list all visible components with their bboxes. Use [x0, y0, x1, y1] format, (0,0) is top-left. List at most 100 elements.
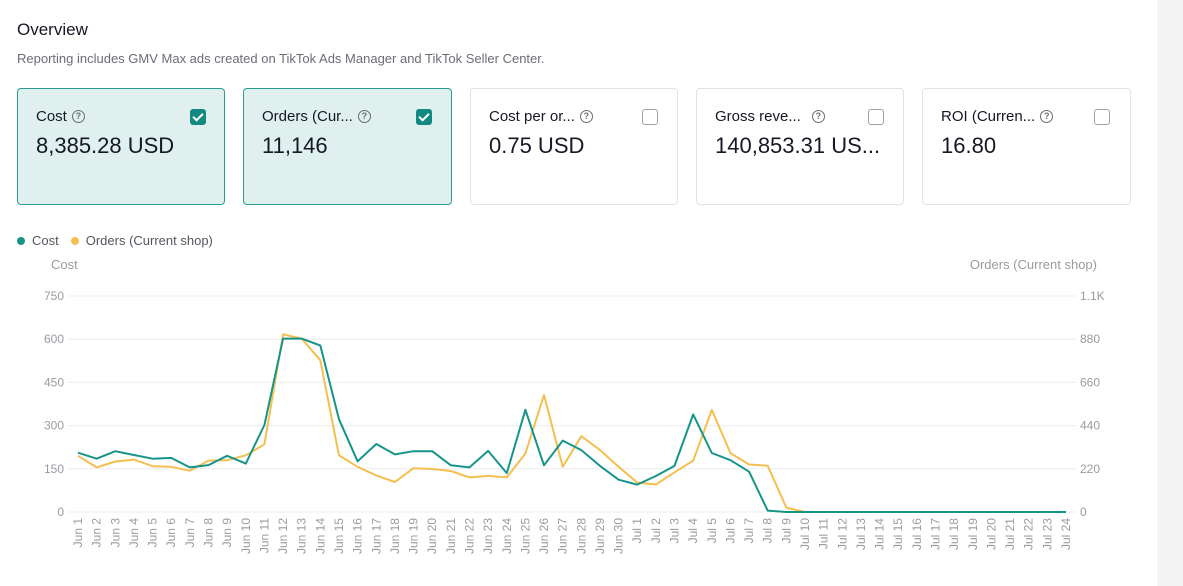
metric-value: 8,385.28 USD: [36, 133, 175, 158]
metric-card-roi[interactable]: ROI (Curren... ? 16.80: [922, 88, 1131, 205]
series-line-cost: [77, 337, 1066, 513]
metric-label: Cost per or...: [489, 108, 575, 125]
y-left-tick-label: 750: [44, 289, 64, 303]
x-tick-label: Jun 27: [556, 518, 570, 554]
x-tick-label: Jul 22: [1022, 518, 1036, 550]
y-right-tick-label: 440: [1080, 419, 1100, 433]
metric-value: 0.75 USD: [489, 133, 585, 158]
x-tick-label: Jun 24: [500, 518, 514, 554]
chart-legend: Cost Orders (Current shop): [17, 233, 225, 248]
y-left-tick-label: 0: [57, 505, 64, 519]
x-tick-label: Jun 22: [462, 518, 476, 554]
x-tick-label: Jul 16: [910, 518, 924, 550]
y-left-tick-label: 300: [44, 419, 64, 433]
metric-card-gross-revenue[interactable]: Gross reve... ? 140,853.31 US...: [696, 88, 904, 205]
metric-label-row: ROI (Curren... ?: [941, 108, 1054, 125]
metric-label: Gross reve...: [715, 108, 801, 125]
x-tick-label: Jun 2: [90, 518, 104, 548]
x-tick-label: Jul 23: [1040, 518, 1054, 550]
x-tick-label: Jun 23: [481, 518, 495, 554]
x-tick-label: Jun 16: [351, 518, 365, 554]
metric-checkbox[interactable]: [190, 109, 206, 125]
metric-checkbox[interactable]: [642, 109, 658, 125]
x-tick-label: Jun 3: [108, 518, 122, 548]
x-tick-label: Jun 20: [425, 518, 439, 554]
x-tick-label: Jul 3: [668, 518, 682, 544]
y-right-tick-label: 880: [1080, 332, 1100, 346]
x-tick-label: Jul 21: [1003, 518, 1017, 550]
y-right-tick-label: 1.1K: [1080, 289, 1105, 303]
help-icon[interactable]: ?: [357, 110, 371, 123]
metric-checkbox[interactable]: [868, 109, 884, 125]
x-tick-label: Jul 12: [835, 518, 849, 550]
x-tick-label: Jun 6: [164, 518, 178, 548]
metric-label-row: Orders (Cur... ?: [262, 108, 371, 125]
help-icon[interactable]: ?: [1040, 110, 1054, 123]
scrollbar-track: [1157, 0, 1183, 586]
x-tick-label: Jun 29: [593, 518, 607, 554]
x-tick-label: Jul 13: [854, 518, 868, 550]
x-tick-label: Jun 17: [369, 518, 383, 554]
x-tick-label: Jul 8: [761, 518, 775, 544]
metric-label-row: Cost ?: [36, 108, 85, 125]
x-tick-label: Jul 4: [686, 518, 700, 544]
y-left-tick-label: 600: [44, 332, 64, 346]
x-tick-label: Jul 18: [947, 518, 961, 550]
y-right-tick-label: 0: [1080, 505, 1087, 519]
x-tick-label: Jul 2: [649, 518, 663, 544]
x-tick-label: Jun 13: [295, 518, 309, 554]
x-tick-label: Jun 21: [444, 518, 458, 554]
x-tick-label: Jun 28: [574, 518, 588, 554]
x-tick-label: Jul 10: [798, 518, 812, 550]
x-tick-label: Jun 1: [71, 518, 85, 548]
help-icon[interactable]: ?: [71, 110, 85, 123]
x-tick-label: Jun 12: [276, 518, 290, 554]
metric-card-orders[interactable]: Orders (Cur... ? 11,146: [243, 88, 452, 205]
metric-checkbox[interactable]: [416, 109, 432, 125]
y-left-tick-label: 150: [44, 462, 64, 476]
metric-label: Cost: [36, 108, 67, 125]
x-tick-label: Jun 7: [183, 518, 197, 548]
x-tick-label: Jul 7: [742, 518, 756, 544]
metric-label-row: Cost per or... ?: [489, 108, 593, 125]
x-tick-label: Jul 6: [723, 518, 737, 544]
x-tick-label: Jul 9: [779, 518, 793, 544]
metric-label: Orders (Cur...: [262, 108, 353, 125]
metric-checkbox[interactable]: [1094, 109, 1110, 125]
metric-label: ROI (Curren...: [941, 108, 1036, 125]
x-tick-label: Jun 10: [239, 518, 253, 554]
legend-item-cost[interactable]: Cost: [17, 233, 59, 248]
page-title: Overview: [17, 20, 88, 39]
metric-card-cost[interactable]: Cost ? 8,385.28 USD: [17, 88, 225, 205]
legend-label: Cost: [32, 233, 59, 248]
x-tick-label: Jun 30: [612, 518, 626, 554]
metric-value: 11,146: [262, 133, 328, 158]
x-tick-label: Jun 4: [127, 518, 141, 548]
help-icon[interactable]: ?: [811, 110, 825, 123]
x-tick-label: Jun 26: [537, 518, 551, 554]
metric-label-row: Gross reve... ?: [715, 108, 825, 125]
x-tick-label: Jun 5: [146, 518, 160, 548]
help-icon[interactable]: ?: [579, 110, 593, 123]
x-tick-label: Jul 24: [1059, 518, 1073, 550]
y-left-tick-label: 450: [44, 375, 64, 389]
legend-dot-icon: [17, 236, 25, 245]
x-tick-label: Jul 11: [817, 518, 831, 549]
x-tick-label: Jul 19: [966, 518, 980, 550]
x-tick-label: Jun 19: [407, 518, 421, 554]
series-line-orders: [77, 333, 1066, 513]
x-tick-label: Jun 14: [313, 518, 327, 554]
y-right-tick-label: 660: [1080, 375, 1100, 389]
legend-item-orders[interactable]: Orders (Current shop): [70, 233, 213, 248]
x-tick-label: Jun 8: [201, 518, 215, 548]
x-tick-label: Jun 18: [388, 518, 402, 554]
page-subtitle: Reporting includes GMV Max ads created o…: [17, 51, 545, 66]
metric-card-cost-per-order[interactable]: Cost per or... ? 0.75 USD: [470, 88, 678, 205]
x-tick-label: Jun 9: [220, 518, 234, 548]
x-tick-label: Jul 1: [630, 518, 644, 544]
x-tick-label: Jun 11: [257, 518, 271, 553]
legend-label: Orders (Current shop): [85, 233, 213, 248]
metric-value: 16.80: [941, 133, 997, 158]
legend-dot-icon: [70, 236, 79, 245]
